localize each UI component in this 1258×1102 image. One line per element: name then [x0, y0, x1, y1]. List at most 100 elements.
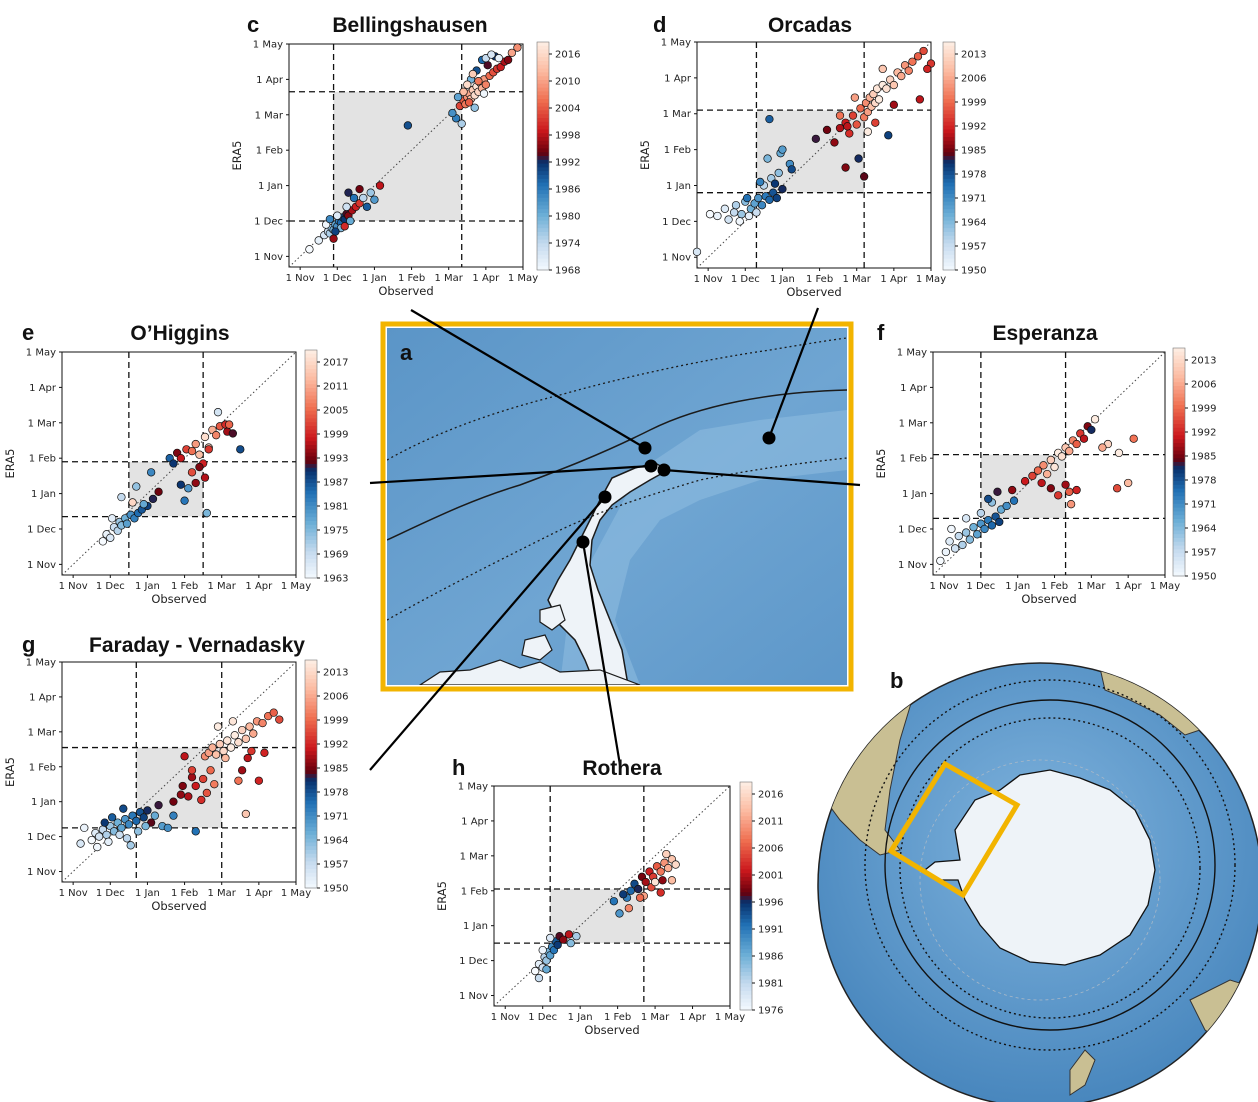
station-dot-rothera — [576, 535, 590, 549]
colorbar-segment — [740, 983, 752, 988]
data-point — [470, 103, 479, 112]
y-axis-label: ERA5 — [874, 449, 888, 479]
data-point — [208, 743, 217, 752]
y-tick-label: 1 May — [26, 348, 56, 359]
x-axis-label: Observed — [584, 1023, 639, 1037]
x-axis-label: Observed — [786, 285, 841, 299]
colorbar-segment — [740, 884, 752, 889]
colorbar-tick-label: 2006 — [758, 844, 783, 855]
colorbar-segment — [305, 660, 317, 665]
data-point — [187, 468, 197, 477]
colorbar-segment — [740, 823, 752, 829]
globe-front-solid — [884, 699, 1216, 1031]
x-tick-label: 1 Mar — [641, 1012, 670, 1023]
colorbar-segment — [305, 559, 317, 564]
connector-esperanza — [663, 468, 861, 487]
data-point — [403, 121, 413, 130]
y-tick-label: 1 Dec — [459, 956, 488, 967]
panel-label-b: b — [890, 668, 903, 693]
colorbar-tick-label: 1957 — [323, 860, 348, 871]
colorbar-segment — [1173, 469, 1185, 474]
data-point — [705, 210, 715, 219]
colorbar-segment — [537, 266, 549, 271]
colorbar-segment — [305, 838, 317, 843]
colorbar-tick-label: 2011 — [323, 382, 348, 393]
colorbar-segment — [1173, 397, 1185, 402]
colorbar-segment — [305, 774, 317, 779]
colorbar-tick-label: 1974 — [555, 239, 580, 250]
data-point — [882, 84, 891, 93]
colorbar-tick-label: 1971 — [961, 194, 986, 205]
colorbar-segment — [305, 732, 317, 737]
colorbar-segment — [305, 502, 317, 507]
colorbar-segment — [537, 102, 549, 108]
colorbar-segment — [943, 228, 955, 233]
data-point — [143, 806, 152, 815]
data-point — [919, 46, 928, 56]
data-point — [126, 841, 135, 850]
colorbar-segment — [305, 846, 317, 851]
y-tick-label: 1 May — [897, 348, 927, 359]
colorbar-segment — [305, 410, 317, 416]
colorbar-segment — [305, 671, 317, 676]
colorbar-tick-label: 1957 — [961, 242, 986, 253]
data-point — [176, 790, 186, 799]
x-axis-label: Observed — [378, 284, 433, 298]
colorbar-tick-label: 2017 — [323, 358, 348, 369]
colorbar-tick-label: 2016 — [555, 50, 580, 61]
data-point — [180, 496, 189, 505]
data-point — [236, 445, 245, 454]
data-point — [178, 781, 187, 791]
y-tick-label: 1 Mar — [460, 851, 489, 862]
data-point — [133, 827, 143, 836]
colorbar-segment — [943, 239, 955, 244]
colorbar-segment — [943, 190, 955, 195]
colorbar-segment — [1173, 503, 1185, 509]
y-tick-label: 1 Mar — [663, 109, 692, 120]
colorbar-segment — [305, 690, 317, 695]
colorbar-segment — [305, 555, 317, 560]
colorbar-tick-label: 1992 — [961, 122, 986, 133]
x-tick-label: 1 Mar — [1077, 581, 1106, 592]
data-point — [275, 715, 284, 724]
data-point — [243, 753, 252, 763]
y-tick-label: 1 Nov — [662, 253, 691, 264]
data-point — [487, 50, 496, 59]
x-tick-label: 1 Mar — [208, 581, 237, 592]
data-point — [215, 739, 225, 749]
colorbar-segment — [1173, 473, 1185, 478]
colorbar-segment — [943, 254, 955, 260]
data-point — [119, 804, 128, 813]
colorbar-segment — [537, 224, 549, 229]
data-point — [260, 748, 269, 757]
globe-antarctica — [923, 769, 1156, 966]
data-point — [626, 886, 635, 895]
colorbar-segment — [740, 975, 752, 981]
data-point — [664, 863, 673, 873]
y-tick-label: 1 Feb — [29, 454, 56, 465]
colorbar-segment — [943, 167, 955, 172]
data-point — [650, 877, 660, 887]
colorbar-segment — [537, 95, 549, 100]
y-tick-label: 1 Mar — [899, 418, 928, 429]
colorbar-segment — [1173, 420, 1185, 425]
data-point — [615, 909, 624, 918]
colorbar-tick-label: 1978 — [1191, 476, 1216, 487]
colorbar-segment — [305, 369, 317, 374]
data-point — [314, 236, 323, 245]
colorbar-segment — [305, 705, 317, 710]
colorbar-tick-label: 1985 — [323, 764, 348, 775]
data-point — [187, 766, 197, 775]
data-point — [1098, 443, 1107, 452]
colorbar-segment — [305, 869, 317, 874]
data-point — [210, 780, 219, 789]
x-axis-label: Observed — [151, 899, 206, 913]
colorbar-segment — [305, 739, 317, 745]
plot-area — [493, 785, 731, 1007]
colorbar-segment — [305, 388, 317, 393]
colorbar-segment — [740, 903, 752, 908]
data-point — [1112, 484, 1122, 493]
colorbar-segment — [943, 163, 955, 168]
data-point — [340, 222, 349, 231]
data-point — [874, 95, 884, 104]
